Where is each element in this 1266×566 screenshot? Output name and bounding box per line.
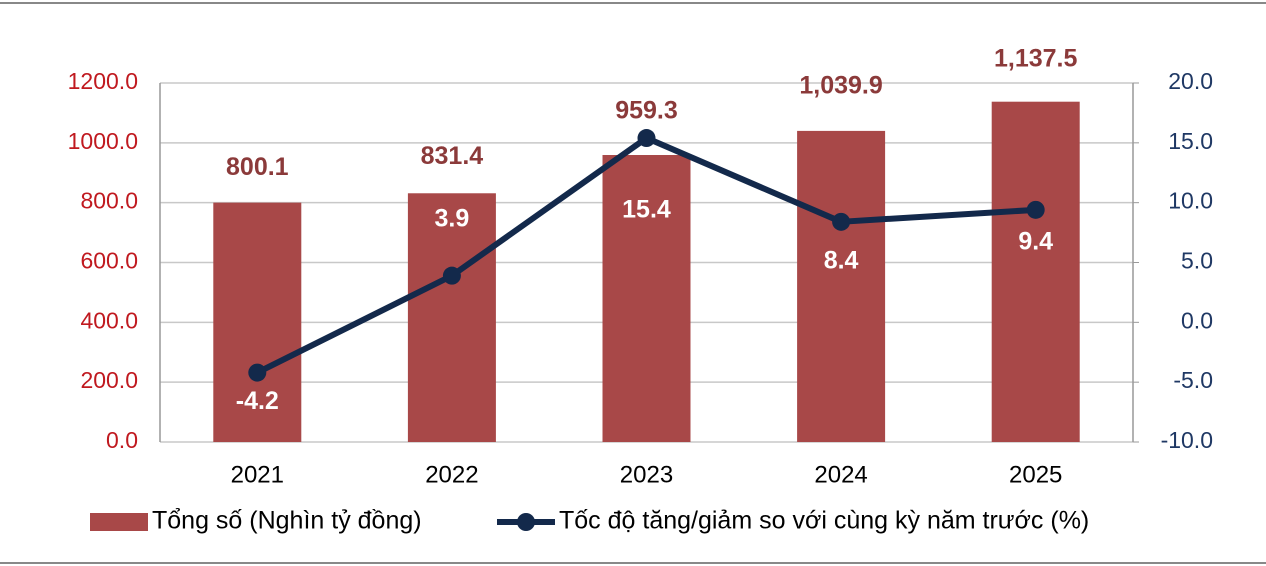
y2-tick-label: 20.0 xyxy=(1168,68,1213,94)
line-point xyxy=(442,266,461,285)
x-tick-label: 2023 xyxy=(620,461,673,488)
y2-tick-label: 0.0 xyxy=(1181,307,1213,333)
x-tick-label: 2022 xyxy=(425,461,478,488)
line-point xyxy=(637,129,656,148)
y-tick-label: 800.0 xyxy=(80,188,138,214)
line-point xyxy=(832,212,851,231)
bar-value-label: 800.1 xyxy=(226,153,289,181)
legend-swatch-point xyxy=(517,513,535,531)
y-tick-label: 400.0 xyxy=(80,307,138,333)
line-point xyxy=(248,363,267,382)
line-value-label: 8.4 xyxy=(824,246,859,274)
legend-label: Tổng số (Nghìn tỷ đồng) xyxy=(152,507,422,535)
x-tick-label: 2025 xyxy=(1009,461,1062,488)
bar xyxy=(213,202,302,442)
y2-tick-label: 10.0 xyxy=(1168,188,1213,214)
y2-tick-label: 5.0 xyxy=(1181,248,1213,274)
bar xyxy=(991,101,1080,443)
y-tick-label: 200.0 xyxy=(80,367,138,393)
legend-label: Tốc độ tăng/giảm so với cùng kỳ năm trướ… xyxy=(559,507,1089,535)
legend-swatch xyxy=(90,513,148,531)
y2-tick-label: 15.0 xyxy=(1168,128,1213,154)
y-tick-label: 0.0 xyxy=(106,427,138,453)
y2-tick-label: -5.0 xyxy=(1173,367,1213,393)
bar xyxy=(797,130,886,442)
bar xyxy=(407,193,496,442)
bar xyxy=(602,155,691,443)
line-value-label: 9.4 xyxy=(1018,227,1053,255)
bar-value-label: 831.4 xyxy=(421,142,484,170)
x-tick-label: 2021 xyxy=(231,461,284,488)
line-value-label: 15.4 xyxy=(622,196,671,224)
bar-value-label: 959.3 xyxy=(615,97,678,125)
line-value-label: 3.9 xyxy=(435,204,470,232)
y2-tick-label: -10.0 xyxy=(1161,427,1213,453)
bar-value-label: 1,137.5 xyxy=(994,44,1078,72)
line-point xyxy=(1026,200,1045,219)
y-tick-label: 600.0 xyxy=(80,248,138,274)
line-value-label: -4.2 xyxy=(236,387,279,415)
y-tick-label: 1200.0 xyxy=(68,68,138,94)
bar-value-label: 1,039.9 xyxy=(799,72,882,100)
y-tick-label: 1000.0 xyxy=(68,128,138,154)
x-tick-label: 2024 xyxy=(814,461,867,488)
